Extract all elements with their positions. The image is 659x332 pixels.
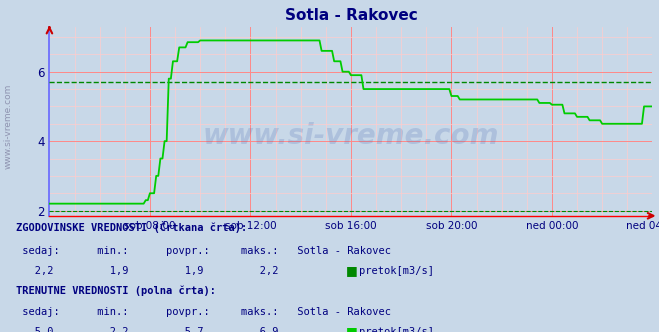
Text: ZGODOVINSKE VREDNOSTI (Črtkana črta):: ZGODOVINSKE VREDNOSTI (Črtkana črta): [16, 221, 248, 233]
Text: www.si-vreme.com: www.si-vreme.com [3, 83, 13, 169]
Title: Sotla - Rakovec: Sotla - Rakovec [285, 8, 417, 23]
Text: sedaj:      min.:      povpr.:     maks.:   Sotla - Rakovec: sedaj: min.: povpr.: maks.: Sotla - Rako… [16, 246, 391, 256]
Text: sedaj:      min.:      povpr.:     maks.:   Sotla - Rakovec: sedaj: min.: povpr.: maks.: Sotla - Rako… [16, 307, 391, 317]
Text: www.si-vreme.com: www.si-vreme.com [203, 122, 499, 150]
Text: pretok[m3/s]: pretok[m3/s] [359, 266, 434, 276]
Text: ■: ■ [346, 325, 358, 332]
Text: TRENUTNE VREDNOSTI (polna črta):: TRENUTNE VREDNOSTI (polna črta): [16, 285, 216, 296]
Text: 5,0         2,2         5,7         6,9: 5,0 2,2 5,7 6,9 [16, 327, 279, 332]
Text: ■: ■ [346, 264, 358, 277]
Text: 2,2         1,9         1,9         2,2: 2,2 1,9 1,9 2,2 [16, 266, 279, 276]
Text: pretok[m3/s]: pretok[m3/s] [359, 327, 434, 332]
